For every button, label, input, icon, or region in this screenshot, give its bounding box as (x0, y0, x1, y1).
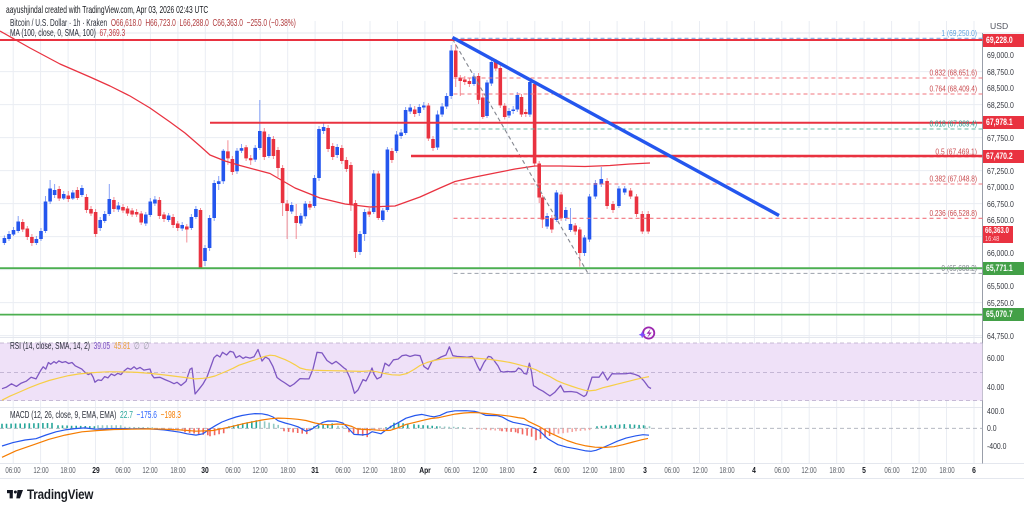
svg-text:0.618 (67,889.4): 0.618 (67,889.4) (930, 120, 978, 129)
svg-text:0.832 (68,651.6): 0.832 (68,651.6) (930, 69, 978, 78)
svg-text:0.5 (67,469.1): 0.5 (67,469.1) (935, 147, 977, 156)
svg-text:0.764 (68,409.4): 0.764 (68,409.4) (930, 85, 978, 94)
svg-text:0.236 (66,528.8): 0.236 (66,528.8) (930, 209, 978, 218)
svg-text:1 (69,250.0): 1 (69,250.0) (941, 29, 977, 38)
svg-text:0 (65,688.2): 0 (65,688.2) (941, 264, 977, 273)
svg-text:0.382 (67,048.8): 0.382 (67,048.8) (930, 175, 978, 184)
